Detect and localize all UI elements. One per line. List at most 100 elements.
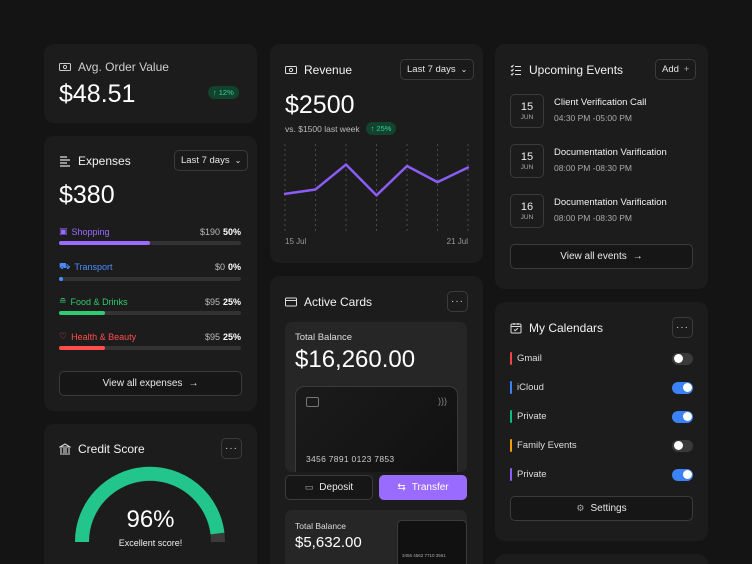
transfer-label: Transfer — [411, 482, 449, 493]
balance2-value: $5,632.00 — [295, 534, 362, 551]
expense-amount: $95 — [204, 296, 220, 307]
mini-bank-card[interactable]: 3455 4562 7710 3561 — [397, 520, 467, 564]
credit-score-title: Credit Score — [78, 442, 145, 456]
list-icon — [60, 156, 70, 167]
calendars-card: My Calendars ··· Gmail iCloud Private Fa… — [495, 302, 708, 541]
calendar-toggle[interactable] — [672, 468, 693, 481]
expense-amount: $190 — [199, 226, 220, 237]
calendars-more-button[interactable]: ··· — [672, 317, 693, 338]
event-month: JUN — [520, 164, 534, 171]
event-item[interactable]: 15 JUN Documentation Varification 08:00 PM… — [510, 144, 667, 178]
event-month: JUN — [520, 214, 534, 221]
calendar-row-icloud: iCloud — [510, 381, 693, 394]
arrow-up-icon: ↑ — [213, 88, 217, 97]
expense-pct: 25% — [222, 296, 241, 307]
calendar-color-marker — [510, 410, 512, 423]
view-all-expenses-button[interactable]: View all expenses → — [59, 371, 242, 396]
events-title: Upcoming Events — [529, 63, 624, 77]
event-day: 15 — [520, 101, 534, 113]
expense-bar-fill — [59, 241, 150, 245]
revenue-point[interactable] — [375, 194, 378, 197]
add-event-button[interactable]: Add + — [655, 59, 697, 80]
credit-score-value: 96% — [126, 506, 175, 533]
revenue-point[interactable] — [405, 164, 409, 168]
bag-icon: ▣ — [59, 226, 68, 236]
expenses-period-select[interactable]: Last 7 days ⌄ — [174, 150, 249, 171]
chip-icon — [306, 397, 319, 407]
expense-name: Food & Drinks — [70, 296, 128, 307]
revenue-title: Revenue — [304, 63, 353, 77]
calendar-toggle[interactable] — [672, 439, 693, 452]
calendar-settings-button[interactable]: ⚙ Settings — [510, 496, 693, 521]
deposit-label: Deposit — [319, 482, 354, 493]
revenue-compare: vs. $1500 last week — [285, 123, 360, 134]
expense-pct: 50% — [222, 226, 241, 237]
revenue-point[interactable] — [283, 192, 287, 196]
credit-more-button[interactable]: ··· — [221, 438, 242, 459]
expense-pct: 0% — [227, 262, 241, 272]
event-title: Client Verification Call — [554, 97, 647, 108]
revenue-card: Revenue Last 7 days ⌄ $2500 vs. $1500 la… — [270, 44, 483, 263]
avg-order-badge-text: 12% — [218, 88, 234, 97]
chevron-down-icon: ⌄ — [460, 65, 468, 74]
add-event-label: Add — [662, 64, 679, 75]
event-day: 16 — [520, 201, 534, 213]
expenses-title: Expenses — [78, 154, 131, 168]
calendar-color-marker — [510, 468, 512, 481]
revenue-point[interactable] — [436, 180, 439, 184]
balance-label: Total Balance — [295, 332, 353, 343]
expense-pct: 25% — [222, 331, 241, 342]
revenue-chart — [283, 144, 470, 232]
credit-card-icon — [285, 297, 297, 307]
revenue-point[interactable] — [344, 163, 348, 166]
calendar-toggle[interactable] — [672, 381, 693, 394]
avg-order-badge: ↑ 12% — [208, 86, 239, 99]
bank-icon — [59, 443, 71, 455]
expenses-total: $380 — [59, 181, 115, 209]
active-cards-more-button[interactable]: ··· — [447, 291, 468, 312]
balance-panel: Total Balance $16,260.00 ))) 3456 7891 0… — [285, 322, 467, 472]
car-icon: ⛟ — [59, 261, 71, 271]
arrow-up-icon: ↑ — [370, 124, 375, 133]
calendar-toggle[interactable] — [672, 352, 693, 365]
event-time: 08:00 PM -08:30 PM — [554, 163, 632, 173]
avg-order-value: $48.51 — [59, 80, 136, 108]
events-card: Upcoming Events Add + 15 JUN Client Verif… — [495, 44, 708, 289]
event-time: 08:00 PM -08:30 PM — [554, 213, 632, 223]
swap-icon: ⇆ — [397, 482, 406, 493]
view-all-events-label: View all events — [560, 251, 627, 262]
credit-score-label: Excellent score! — [118, 538, 183, 548]
revenue-badge: ↑ 25% — [365, 122, 397, 135]
expense-name: Shopping — [71, 226, 110, 237]
calendar-toggle[interactable] — [672, 410, 693, 423]
deposit-button[interactable]: ▭ Deposit — [285, 475, 373, 500]
expense-row-shopping: ▣ Shopping $190 50% — [59, 226, 241, 245]
cash-icon — [59, 63, 71, 71]
calendar-name: Family Events — [517, 440, 577, 451]
event-time: 04:30 PM -05:00 PM — [554, 113, 632, 123]
revenue-period-text: Last 7 days — [407, 64, 456, 75]
balance-panel-2: Total Balance $5,632.00 3455 4562 7710 3… — [285, 510, 467, 564]
expenses-period-text: Last 7 days — [181, 155, 230, 166]
arrow-right-icon: → — [188, 378, 199, 389]
calendar-row-gmail: Gmail — [510, 352, 693, 365]
event-title: Documentation Varification — [554, 197, 667, 208]
expense-amount: $0 — [214, 262, 225, 272]
active-cards-card: Active Cards ··· Total Balance $16,260.0… — [270, 276, 483, 564]
expense-bar-fill — [59, 277, 63, 281]
avg-order-title: Avg. Order Value — [78, 60, 169, 74]
mini-card-number: 3455 4562 7710 3561 — [402, 553, 446, 558]
view-all-events-button[interactable]: View all events → — [510, 244, 693, 269]
event-date: 15 JUN — [510, 94, 544, 128]
calendar-name: Private — [517, 469, 547, 480]
revenue-period-select[interactable]: Last 7 days ⌄ — [400, 59, 475, 80]
event-item[interactable]: 16 JUN Documentation Varification 08:00 PM… — [510, 194, 667, 228]
revenue-point[interactable] — [314, 188, 317, 191]
event-item[interactable]: 15 JUN Client Verification Call 04:30 PM -… — [510, 94, 646, 128]
revenue-x-end: 21 Jul — [446, 237, 468, 246]
transfer-button[interactable]: ⇆ Transfer — [379, 475, 467, 500]
bank-card[interactable]: ))) 3456 7891 0123 7853 — [295, 386, 458, 472]
calendar-row-private: Private — [510, 410, 693, 423]
calendars-title: My Calendars — [529, 321, 604, 335]
revenue-point[interactable] — [466, 166, 470, 169]
